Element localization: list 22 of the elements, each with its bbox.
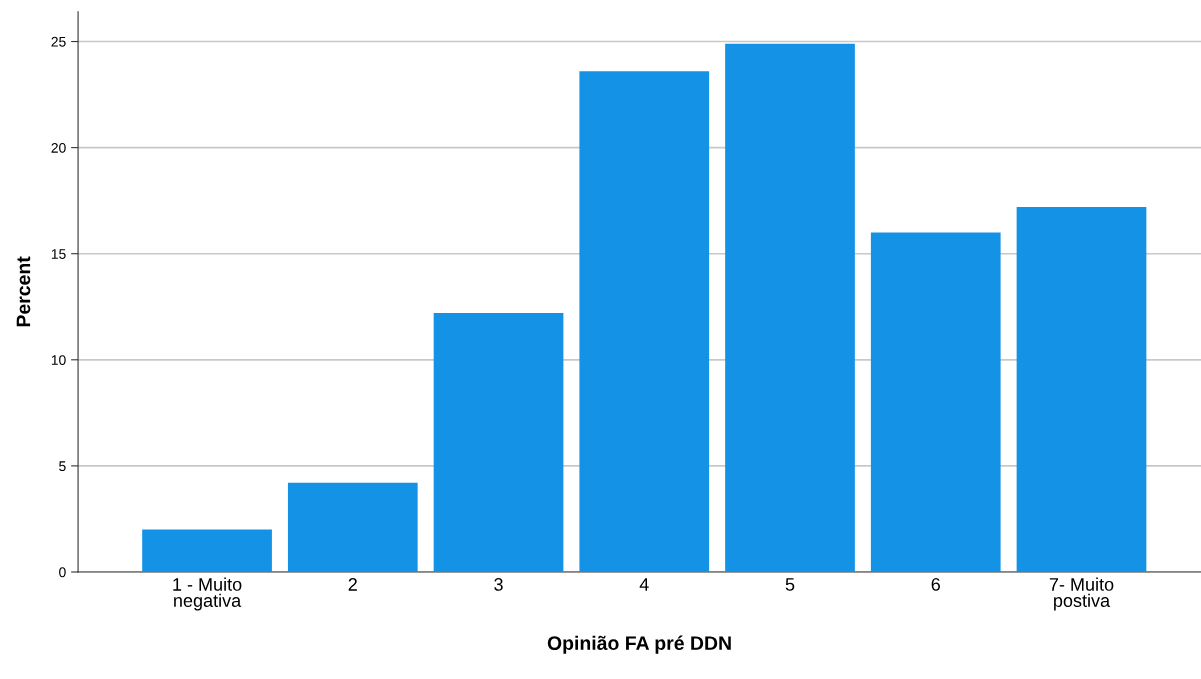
- bar: [287, 482, 418, 572]
- x-tick-label: 5: [785, 578, 795, 591]
- x-axis-title: Opinião FA pré DDN: [547, 635, 731, 654]
- bar: [1016, 207, 1147, 572]
- y-axis-title: Percent: [16, 256, 31, 327]
- x-tick-label: 2: [348, 578, 357, 591]
- bar: [579, 71, 710, 572]
- bar: [433, 313, 564, 572]
- y-tick-label: 0: [59, 567, 66, 578]
- y-tick-label: 15: [51, 249, 66, 259]
- x-tick-label: 4: [639, 578, 649, 591]
- y-tick-label: 5: [59, 461, 66, 472]
- x-tick-label: 3: [494, 578, 503, 591]
- x-tick-label: 6: [931, 578, 940, 591]
- bar: [725, 43, 855, 572]
- y-tick-label: 10: [51, 355, 66, 365]
- y-tick-label: 25: [51, 36, 66, 47]
- bar: [142, 529, 272, 572]
- y-tick-label: 20: [51, 142, 66, 153]
- x-tick-label: 7- Muito postiva: [1049, 577, 1114, 611]
- x-tick-label: 1 - Muito negativa: [173, 577, 242, 611]
- bar: [870, 232, 1001, 572]
